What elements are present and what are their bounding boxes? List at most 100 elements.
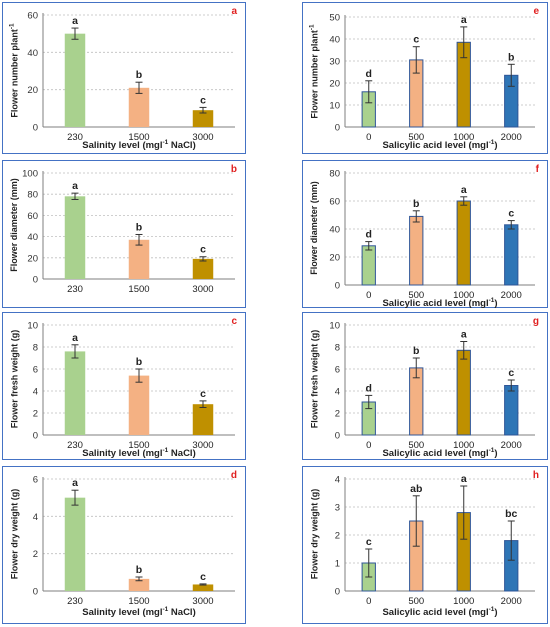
x-tick-label: 0 — [366, 440, 371, 451]
bar — [64, 33, 86, 127]
x-tick-label: 500 — [408, 290, 424, 301]
y-tick-label: 10 — [27, 321, 38, 332]
x-axis-label: Salicylic acid level (mgl-1) — [382, 447, 498, 460]
x-axis-label: Salinity level (mgl-1 NaCl) — [82, 139, 196, 152]
x-tick-label: 1000 — [453, 596, 474, 607]
bar — [504, 385, 519, 436]
x-axis-label: Salinity level (mgl-1 NaCl) — [82, 447, 196, 460]
y-tick-label: 6 — [335, 365, 340, 376]
significance-letter: c — [200, 388, 206, 400]
chart-panel-e: 0 10 20 30 40 50 d 0 c 500 a 1000 b 2000 e Flower numbe… — [302, 2, 548, 154]
y-axis-label: Flower dry weight (g) — [8, 488, 19, 580]
x-axis-label: Salicylic acid level (mgl-1) — [382, 606, 498, 619]
y-tick-label: 2 — [33, 409, 38, 420]
bar — [128, 578, 150, 591]
y-tick-label: 30 — [329, 57, 340, 68]
y-tick-label: 3 — [335, 503, 340, 514]
panel-letter: a — [231, 6, 237, 17]
x-tick-label: 500 — [408, 440, 424, 451]
panel-letter: b — [230, 164, 237, 175]
y-tick-label: 2 — [335, 409, 340, 420]
x-axis-label: Salicylic acid level (mgl-1) — [382, 139, 498, 152]
x-axis-label: Salicylic acid level (mgl-1) — [382, 297, 498, 310]
y-tick-label: 6 — [33, 475, 38, 486]
chart-panel-f: 0 20 40 60 80 d 0 b 500 a 1000 c 2000 f Flower diamete… — [302, 160, 548, 310]
significance-letter: a — [461, 184, 467, 196]
y-tick-label: 8 — [33, 343, 38, 354]
x-tick-label: 230 — [67, 596, 83, 607]
bar — [64, 351, 86, 435]
significance-letter: c — [200, 94, 206, 106]
bar — [504, 224, 519, 286]
y-axis-label: Flower fresh weight (g) — [308, 329, 319, 429]
x-tick-label: 1500 — [128, 132, 149, 143]
panel-letter: c — [231, 316, 237, 327]
chart-panel-h: 0 1 2 3 4 c 0 ab 500 a 1000 bc 2000 h Flower dry weigh… — [302, 466, 548, 624]
panel-letter: e — [533, 6, 539, 17]
significance-letter: b — [413, 198, 419, 210]
y-tick-label: 60 — [329, 197, 340, 208]
y-tick-label: 80 — [27, 190, 38, 201]
chart-panel-d: 0 2 4 6 a 230 b 1500 c 3000 d Flower dry weight (g)… — [2, 466, 246, 624]
y-tick-label: 0 — [335, 587, 340, 598]
y-tick-label: 0 — [335, 431, 340, 442]
y-tick-label: 1 — [335, 559, 340, 570]
significance-letter: b — [413, 345, 419, 357]
chart-svg-e: 0 10 20 30 40 50 d 0 c 500 a 1000 b 2000 — [329, 13, 535, 143]
panel-letter: f — [535, 164, 539, 175]
chart-panel-c: 0 2 4 6 8 10 a 230 b 1500 c 3000 c Flower fresh weigh… — [2, 312, 246, 460]
chart-panel-b: 0 20 40 60 80 100 a 230 b 1500 c 3000 b Flower diamet… — [2, 160, 246, 308]
x-tick-label: 3000 — [192, 596, 213, 607]
x-tick-label: 1000 — [453, 132, 474, 143]
x-tick-label: 3000 — [192, 440, 213, 451]
y-tick-label: 8 — [335, 343, 340, 354]
significance-letter: b — [136, 69, 142, 81]
bar — [128, 87, 150, 127]
significance-letter: a — [461, 14, 467, 26]
y-tick-label: 20 — [329, 253, 340, 264]
y-tick-label: 4 — [33, 512, 38, 523]
x-tick-label: 2000 — [501, 290, 522, 301]
x-tick-label: 0 — [366, 596, 371, 607]
significance-letter: a — [72, 477, 78, 489]
y-tick-label: 6 — [33, 365, 38, 376]
y-axis-label: Flower dry weight (g) — [308, 488, 319, 580]
significance-letter: c — [508, 367, 514, 379]
significance-letter: d — [366, 229, 372, 241]
bar — [128, 375, 150, 435]
x-tick-label: 2000 — [501, 596, 522, 607]
y-axis-label: Flower fresh weight (g) — [8, 329, 19, 429]
chart-svg-g: 0 2 4 6 8 10 d 0 b 500 a 1000 c 2000 — [329, 321, 535, 451]
x-tick-label: 1000 — [453, 440, 474, 451]
significance-letter: bc — [505, 508, 517, 520]
y-tick-label: 0 — [33, 123, 38, 134]
significance-letter: c — [366, 536, 372, 548]
significance-letter: b — [508, 51, 514, 63]
y-tick-label: 40 — [329, 225, 340, 236]
significance-letter: c — [508, 208, 514, 220]
y-axis-label: Flower number plant-1 — [8, 23, 20, 118]
y-tick-label: 80 — [329, 169, 340, 180]
chart-svg-h: 0 1 2 3 4 c 0 ab 500 a 1000 bc 2000 — [335, 473, 535, 607]
bar — [192, 258, 214, 279]
x-tick-label: 230 — [67, 440, 83, 451]
x-tick-label: 1000 — [453, 290, 474, 301]
bar — [456, 349, 471, 436]
chart-svg-a: 0 20 40 60 a 230 b 1500 c 3000 — [27, 11, 235, 143]
bar — [64, 196, 86, 279]
significance-letter: b — [136, 221, 142, 233]
x-tick-label: 500 — [408, 132, 424, 143]
y-tick-label: 20 — [27, 253, 38, 264]
y-tick-label: 100 — [22, 169, 38, 180]
significance-letter: a — [72, 332, 78, 344]
y-tick-label: 60 — [27, 11, 38, 22]
y-tick-label: 60 — [27, 211, 38, 222]
bar — [192, 584, 214, 591]
y-tick-label: 0 — [335, 281, 340, 292]
x-tick-label: 3000 — [192, 284, 213, 295]
bar — [128, 239, 150, 279]
y-axis-label: Flower diameter (mm) — [308, 181, 319, 275]
y-tick-label: 2 — [335, 531, 340, 542]
panel-letter: h — [532, 470, 539, 481]
significance-letter: c — [413, 34, 419, 46]
